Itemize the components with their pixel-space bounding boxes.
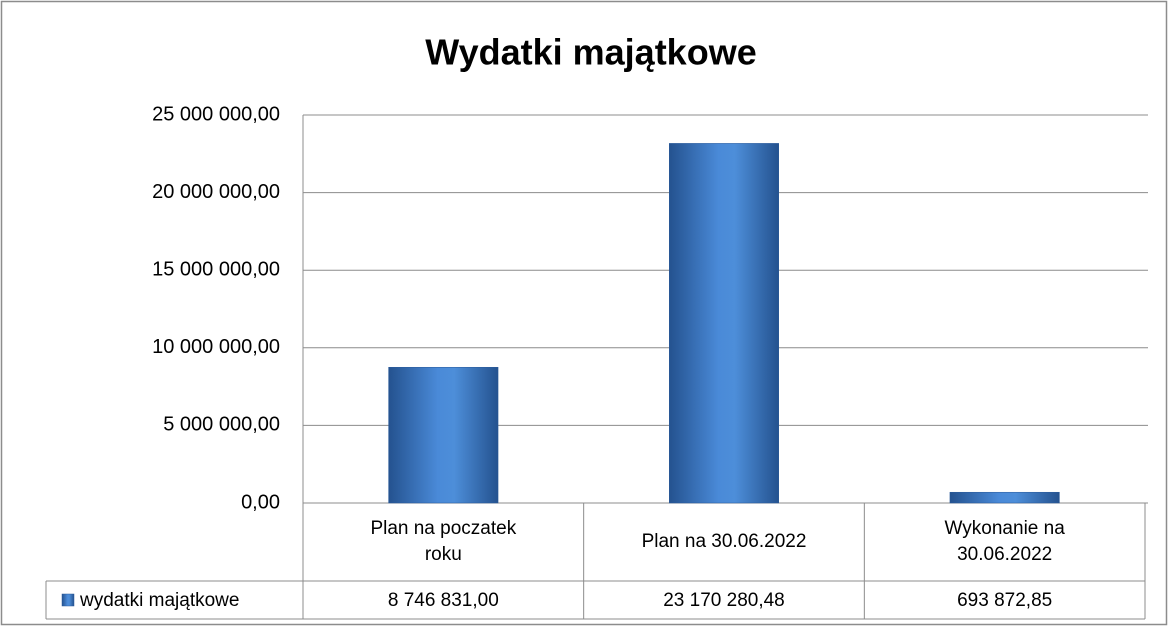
y-tick-label: 15 000 000,00 (152, 258, 280, 280)
x-tick-label: Plan na poczatek roku (303, 503, 584, 581)
y-tick-label: 10 000 000,00 (152, 336, 280, 358)
bar (949, 491, 1060, 504)
y-tick-label: 25 000 000,00 (152, 103, 280, 125)
y-tick-label: 5 000 000,00 (163, 414, 280, 436)
bar (669, 143, 779, 504)
chart-title: Wydatki majątkowe (425, 32, 756, 73)
data-table-value: 693 872,85 (957, 590, 1052, 611)
legend-key (61, 593, 75, 607)
category-text: Plan na poczatek roku (370, 518, 517, 565)
bar (388, 366, 499, 504)
category-text: Wykonanie na 30.06.2022 (944, 518, 1065, 565)
y-tick-label: 20 000 000,00 (152, 181, 280, 203)
x-tick-label: Wykonanie na 30.06.2022 (864, 503, 1145, 581)
x-tick-label: Plan na 30.06.2022 (584, 503, 865, 581)
data-table-value: 8 746 831,00 (388, 590, 499, 611)
category-text: Plan na 30.06.2022 (641, 531, 807, 552)
data-table-value: 23 170 280,48 (663, 590, 785, 611)
y-tick-label: 0,00 (241, 491, 280, 513)
legend-label: wydatki majątkowe (79, 590, 239, 611)
